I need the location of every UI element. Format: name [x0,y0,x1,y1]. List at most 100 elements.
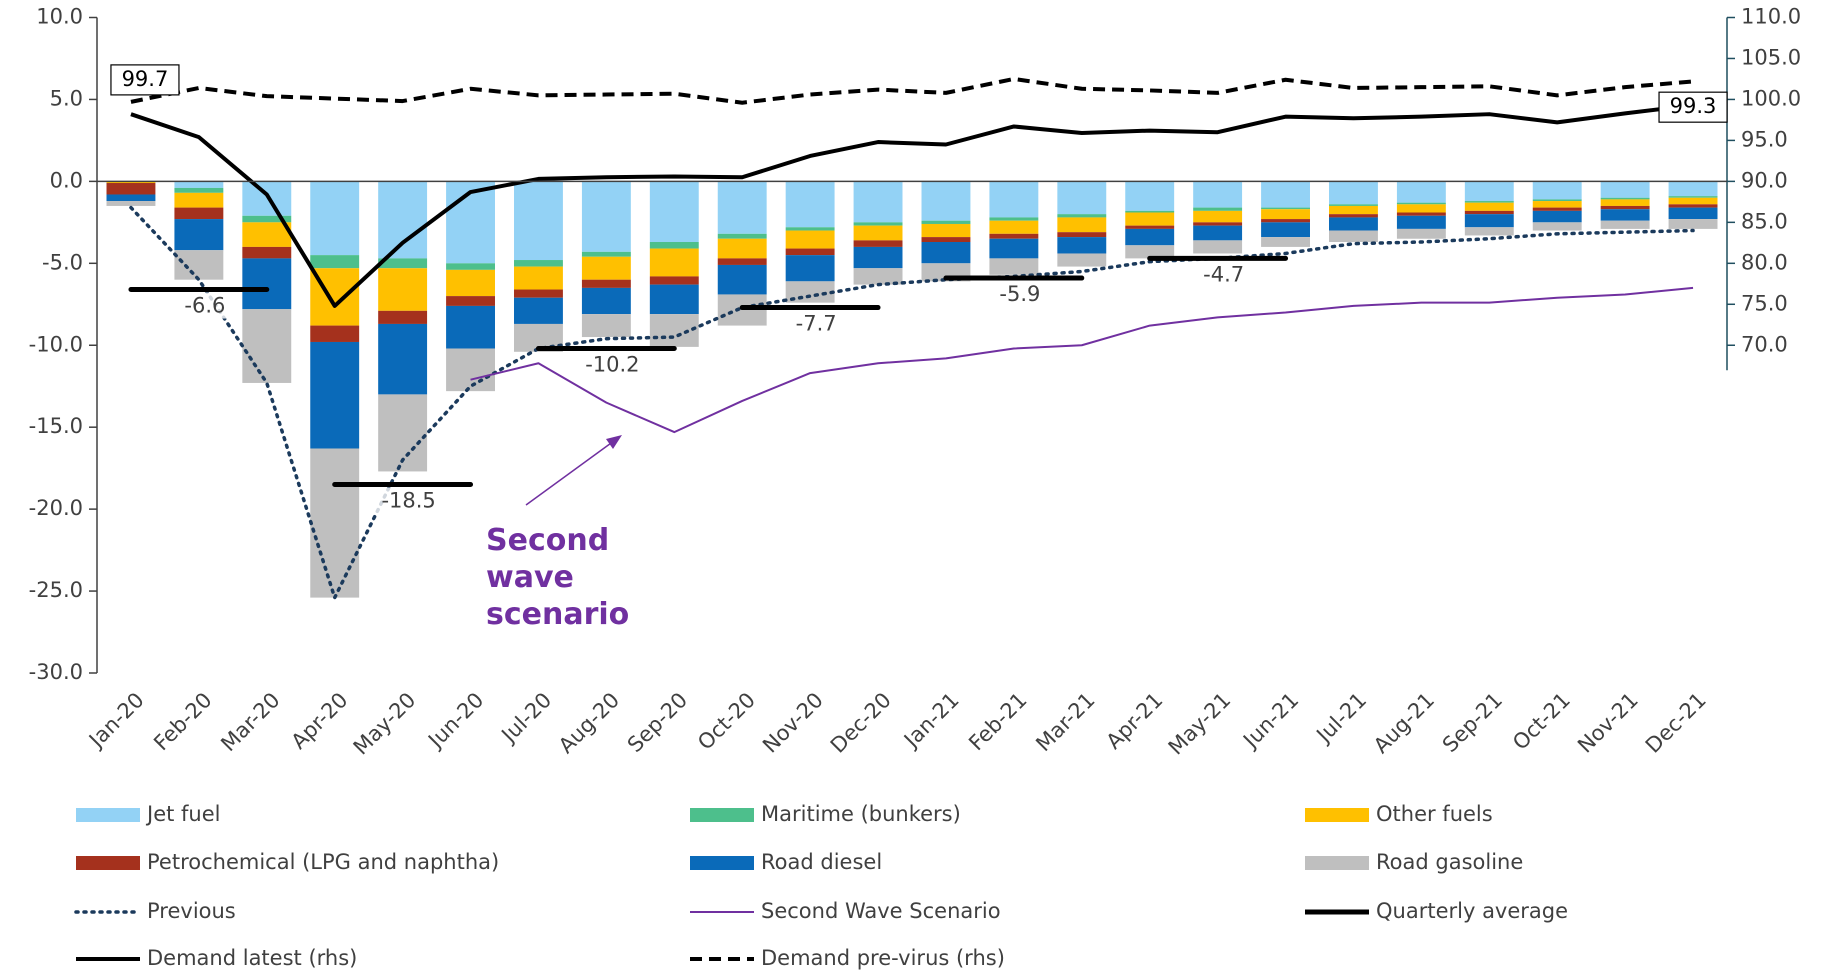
bar-segment [1057,237,1107,254]
bar-segment [242,215,292,223]
legend-label: Petrochemical (LPG and naphtha) [147,850,499,874]
annotation-arrow [525,437,619,506]
y-tick-label: -15.0 [29,414,83,438]
bar-segment [1193,207,1243,211]
bar-segment [1464,201,1514,203]
bar-segment [785,227,835,231]
line-series [130,76,1694,105]
x-tick-label: May-20 [349,688,421,760]
quarterly-label: -4.7 [1203,262,1244,286]
legend-swatch [76,808,140,822]
bar-segment [106,201,156,206]
bar-segment [1261,209,1310,220]
legend-label: Maritime (bunkers) [761,802,961,826]
bar-segment [310,255,360,269]
bar-segment [1532,222,1582,231]
bar-segment [1261,237,1310,247]
x-tick-label: Jun-20 [422,688,488,754]
bar-segment [1057,181,1107,215]
bar-segment [174,250,224,280]
x-tick-label: Nov-21 [1573,688,1643,758]
quarterly-label-box [981,281,1046,308]
lines-layer [128,76,1695,600]
x-tick-label: Jan-21 [898,688,964,754]
bar-segment [174,207,224,220]
x-tick-label: Apr-20 [287,688,353,754]
bar-segment [1329,204,1378,206]
bar-segment [853,268,903,285]
legend-swatch [690,808,754,822]
bar-segment [1600,199,1650,206]
x-tick-label: Apr-21 [1102,688,1168,754]
bar-segment [1396,181,1446,203]
bar-segment [514,260,563,267]
legend-label: Demand pre-virus (rhs) [761,946,1005,970]
bar-segment [378,310,428,324]
bar-segment [1600,197,1650,200]
bar-segment [1532,201,1582,208]
bar-segment [717,181,767,234]
y-tick-label: -30.0 [29,660,83,684]
bar-segment [853,225,903,241]
x-tick-label: Oct-21 [1508,688,1575,755]
bar-segment [785,181,835,228]
bar-segment [1261,222,1310,238]
quarterly-label-box [166,292,231,319]
bar-segment [242,258,292,310]
value-label: 99.7 [122,67,169,91]
bar-segment [1193,240,1243,254]
y-tick-label: 5.0 [50,86,83,110]
bar-segment [1125,212,1175,226]
bar-segment [785,230,835,249]
bar-segment [1329,205,1378,215]
bar-segment [989,220,1039,234]
bar-segment [581,279,631,288]
line-series [470,286,1694,434]
bar-segment [446,263,495,270]
y-tick-label: -10.0 [29,332,83,356]
bar-segment [1261,207,1310,210]
bar-segment [1125,225,1175,229]
labels-layer: -6.6 -18.5 -10.2 -7.7 -5.9 -4.7 99.3 99.7 [110,64,1728,514]
bar-segment [1668,207,1718,220]
bar-segment [446,348,495,392]
bar-segment [921,220,971,224]
bar-segment [1057,232,1107,238]
quarterly-label-box [778,310,843,337]
x-tick-label: Jul-20 [496,688,557,749]
bar-segment [989,181,1039,218]
bar-segment [649,276,699,285]
x-tick-label: Jun-21 [1237,688,1303,754]
line-series [129,205,1695,600]
y2-tick-label: 90.0 [1741,168,1788,192]
bar-segment [989,233,1039,239]
y2-tick-label: 80.0 [1741,250,1788,274]
bar-segment [514,181,563,261]
bar-segment [921,181,971,221]
bar-segment [1532,207,1582,211]
bar-segment [989,238,1039,259]
y2-tick-label: 105.0 [1741,45,1801,69]
bar-segment [921,237,971,243]
legend-swatch [690,856,754,870]
quarterly-label: -18.5 [381,489,435,513]
x-tick-label: Jul-21 [1311,688,1372,749]
quarterly-label: -7.7 [796,312,837,336]
legend-label: Other fuels [1376,802,1493,826]
y2-tick-label: 100.0 [1741,86,1801,110]
bar-segment [581,314,631,338]
line-series [130,103,1694,308]
x-tick-label: Oct-20 [693,688,760,755]
bar-segment [785,281,835,303]
bar-segment [1600,220,1650,229]
bar-segment [1600,209,1650,221]
bar-segment [1668,197,1718,205]
bar-segment [581,181,631,252]
bar-segment [1261,219,1310,223]
bar-segment [717,238,767,259]
legend-swatch [1305,808,1369,822]
bar-segment [310,341,360,449]
bar-segment [989,217,1039,221]
y2-tick-label: 75.0 [1741,291,1788,315]
